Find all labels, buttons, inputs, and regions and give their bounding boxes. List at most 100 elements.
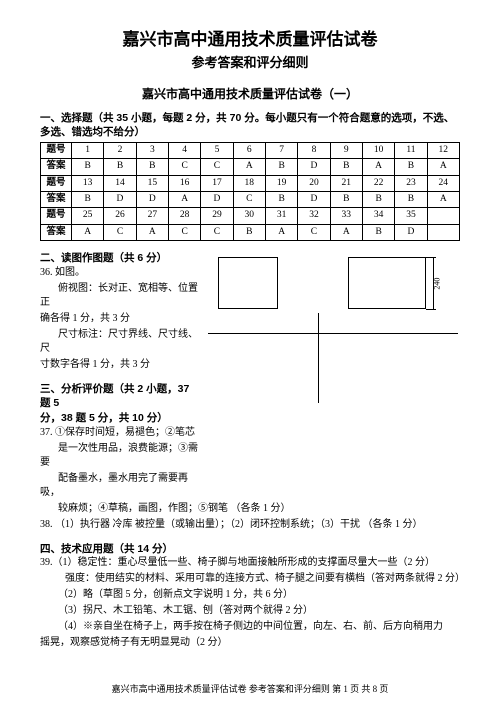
q37-a: 37. ①保存时间短，易褪色；②笔芯 xyxy=(40,426,200,440)
cell: 4 xyxy=(168,143,200,159)
cell: 23 xyxy=(395,175,427,191)
cell: 35 xyxy=(395,208,427,224)
figure-area: 240 xyxy=(208,251,460,371)
cell: 18 xyxy=(233,175,265,191)
cell: D xyxy=(395,224,427,240)
cell: 28 xyxy=(168,208,200,224)
cell: B xyxy=(330,192,362,208)
cell: C xyxy=(201,224,233,240)
q38: 38. （1）执行器 冷库 被控量（或输出量）；（2）闭环控制系统；（3）干扰 … xyxy=(40,518,460,532)
cell: 31 xyxy=(265,208,297,224)
cell: B xyxy=(362,192,394,208)
q37-b: 是一次性用品，浪费能源；③需要 xyxy=(40,442,200,470)
paper-label: 嘉兴市高中通用技术质量评估试卷（一） xyxy=(40,86,460,103)
cell: C xyxy=(104,224,136,240)
cell: A xyxy=(136,224,168,240)
dim-ext1 xyxy=(426,257,436,258)
section4-head: 四、技术应用题（共 14 分） xyxy=(40,542,460,557)
subtitle: 参考答案和评分细则 xyxy=(40,54,460,72)
cell: A xyxy=(168,192,200,208)
cell: C xyxy=(298,224,330,240)
cell: 33 xyxy=(330,208,362,224)
cell: C xyxy=(168,224,200,240)
rect-front xyxy=(218,257,278,309)
cell: A xyxy=(233,159,265,175)
center-h xyxy=(208,333,458,334)
q39-1b: 强度：使用结实的材料、采用可靠的连接方式、椅子腿之间要有横档（答对两条就得 2 … xyxy=(40,572,460,586)
cell: A xyxy=(72,224,104,240)
cell: 13 xyxy=(72,175,104,191)
row-head: 答案 xyxy=(41,159,72,175)
q39-4b: 摇晃，观察感觉椅子有无明显晃动（2 分） xyxy=(40,636,460,650)
cell: 8 xyxy=(298,143,330,159)
q36: 36. 如图。 xyxy=(40,266,200,280)
q39-2: （2）略（草图 5 分，创新点文字说明 1 分，共 6 分） xyxy=(40,588,460,602)
section2-head: 二、读图作图题（共 6 分） xyxy=(40,251,200,266)
cell: 20 xyxy=(298,175,330,191)
row-head: 题号 xyxy=(41,208,72,224)
q37-c: 配备墨水，墨水用完了需要再吸， xyxy=(40,472,200,500)
q39-4: （4）※亲自坐在椅子上，两手按在椅子侧边的中间位置，向左、右、前、后方向稍用力 xyxy=(40,620,460,634)
cell: C xyxy=(233,192,265,208)
cell: 16 xyxy=(168,175,200,191)
cell: B xyxy=(330,159,362,175)
dim-ext2 xyxy=(426,309,436,310)
cell: B xyxy=(265,192,297,208)
cell: B xyxy=(104,159,136,175)
section2-block: 二、读图作图题（共 6 分） 36. 如图。 俯视图：长对正、宽相等、位置正 确… xyxy=(40,251,460,502)
cell xyxy=(427,208,459,224)
cell: A xyxy=(265,224,297,240)
q39-1: 39.（1）稳定性：重心尽量低一些、椅子脚与地面接触所形成的支撑面尽量大一些（2… xyxy=(40,556,460,570)
cell: A xyxy=(330,224,362,240)
cell: B xyxy=(72,159,104,175)
cell: C xyxy=(201,159,233,175)
answer-table: 题号123456789101112答案BBBCCABDBABA题号1314151… xyxy=(40,142,460,241)
cell: B xyxy=(233,224,265,240)
cell: D xyxy=(136,192,168,208)
cell: 19 xyxy=(265,175,297,191)
cell: 34 xyxy=(362,208,394,224)
cell: 32 xyxy=(298,208,330,224)
section3-head2: 分，38 题 5 分，共 10 分） xyxy=(40,411,200,426)
cell: 3 xyxy=(136,143,168,159)
cell: D xyxy=(201,192,233,208)
cell xyxy=(427,224,459,240)
cell: 29 xyxy=(201,208,233,224)
page: 嘉兴市高中通用技术质量评估试卷 参考答案和评分细则 嘉兴市高中通用技术质量评估试… xyxy=(0,0,500,706)
cell: 25 xyxy=(72,208,104,224)
cell: D xyxy=(298,159,330,175)
cell: 30 xyxy=(233,208,265,224)
cell: 17 xyxy=(201,175,233,191)
rect-side xyxy=(348,257,426,309)
main-title: 嘉兴市高中通用技术质量评估试卷 xyxy=(40,28,460,52)
row-head: 答案 xyxy=(41,224,72,240)
cell: B xyxy=(362,224,394,240)
cell: 24 xyxy=(427,175,459,191)
q36-l1: 俯视图：长对正、宽相等、位置正 xyxy=(40,282,200,310)
section1-head: 一、选择题（共 35 小题，每题 2 分，共 70 分。每小题只有一个符合题意的… xyxy=(40,111,460,140)
section3-head: 三、分析评价题（共 2 小题，37 题 5 xyxy=(40,382,200,411)
q36-l2: 确各得 1 分，共 3 分 xyxy=(40,312,200,326)
cell: B xyxy=(395,192,427,208)
cell: 1 xyxy=(72,143,104,159)
cell: B xyxy=(265,159,297,175)
row-head: 题号 xyxy=(41,143,72,159)
q36-l4: 寸数字各得 1 分，共 3 分 xyxy=(40,358,200,372)
cell: B xyxy=(136,159,168,175)
cell: B xyxy=(72,192,104,208)
cell: 22 xyxy=(362,175,394,191)
cell: 7 xyxy=(265,143,297,159)
cell: 26 xyxy=(104,208,136,224)
cell: 2 xyxy=(104,143,136,159)
row-head: 题号 xyxy=(41,175,72,191)
cell: 27 xyxy=(136,208,168,224)
cell: 9 xyxy=(330,143,362,159)
cell: A xyxy=(362,159,394,175)
cell: 6 xyxy=(233,143,265,159)
cell: C xyxy=(168,159,200,175)
cell: 12 xyxy=(427,143,459,159)
cell: 15 xyxy=(136,175,168,191)
cell: B xyxy=(395,159,427,175)
center-v xyxy=(318,313,319,403)
cell: 5 xyxy=(201,143,233,159)
